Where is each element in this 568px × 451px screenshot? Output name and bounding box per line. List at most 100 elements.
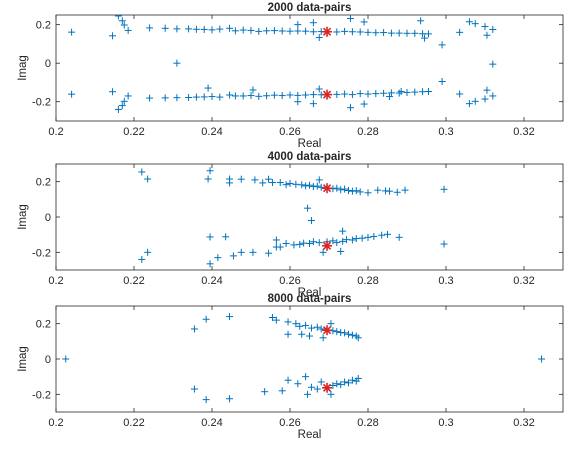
data-point-plus xyxy=(144,175,152,183)
data-point-plus xyxy=(282,181,290,189)
data-point-star xyxy=(322,89,333,100)
data-point-plus xyxy=(337,247,345,255)
data-point-plus xyxy=(307,383,315,391)
data-point-plus xyxy=(483,31,491,39)
data-point-plus xyxy=(348,91,356,99)
x-axis-label: Real xyxy=(298,138,322,150)
data-point-plus xyxy=(200,93,208,101)
x-tick-label: 0.22 xyxy=(123,126,144,138)
data-point-plus xyxy=(356,28,364,36)
data-point-star xyxy=(322,26,333,37)
data-point-plus xyxy=(306,332,313,340)
data-point-plus xyxy=(237,248,245,256)
data-point-plus xyxy=(146,24,154,32)
x-tick-label: 0.3 xyxy=(438,275,453,287)
data-point-plus xyxy=(226,313,234,321)
data-point-plus xyxy=(294,21,302,29)
data-point-plus xyxy=(302,27,310,35)
x-tick-label: 0.24 xyxy=(201,417,222,429)
data-point-plus xyxy=(313,182,321,190)
data-point-plus xyxy=(296,322,304,330)
subplot-title: 4000 data-pairs xyxy=(268,151,352,163)
data-point-plus xyxy=(62,355,70,363)
data-point-plus xyxy=(364,189,372,197)
data-point-plus xyxy=(358,234,366,242)
data-point-plus xyxy=(247,92,255,100)
x-axis-label: Real xyxy=(298,429,322,441)
data-point-plus xyxy=(339,237,347,245)
data-point-plus xyxy=(333,90,341,98)
data-point-plus xyxy=(309,28,317,36)
x-tick-label: 0.22 xyxy=(123,275,144,287)
data-point-plus xyxy=(481,95,489,103)
data-point-plus xyxy=(202,396,210,404)
data-point-plus xyxy=(348,28,356,36)
data-point-plus xyxy=(337,186,345,194)
data-point-plus xyxy=(421,34,429,42)
data-point-plus xyxy=(263,27,271,35)
data-point-plus xyxy=(68,28,76,36)
data-point-plus xyxy=(374,186,382,194)
data-point-plus xyxy=(329,237,337,245)
data-point-plus xyxy=(471,20,479,28)
data-point-plus xyxy=(265,249,273,257)
data-point-plus xyxy=(317,325,325,333)
data-point-plus xyxy=(278,27,286,35)
data-point-plus xyxy=(360,18,368,26)
data-point-plus xyxy=(206,260,214,268)
x-tick-label: 0.22 xyxy=(123,417,144,429)
data-point-plus xyxy=(226,395,234,403)
subplot-2: 0.2 0.22 0.24 0.26 0.28 0.3 0.32 -0.2 0 0.2 4000 d… xyxy=(17,151,564,299)
data-point-plus xyxy=(272,236,280,244)
data-point-plus xyxy=(298,330,306,338)
subplot-title: 2000 data-pairs xyxy=(268,2,352,14)
data-point-plus xyxy=(206,167,214,175)
markers xyxy=(138,167,448,268)
data-point-plus xyxy=(345,187,352,194)
data-point-plus xyxy=(302,373,310,381)
data-point-plus xyxy=(341,90,349,98)
x-tick-label: 0.3 xyxy=(438,417,453,429)
data-point-plus xyxy=(200,25,208,33)
data-point-plus xyxy=(270,27,278,35)
data-point-plus xyxy=(346,15,354,22)
data-point-plus xyxy=(173,94,181,102)
data-point-plus xyxy=(247,26,255,34)
x-tick-label: 0.2 xyxy=(48,275,63,287)
data-point-plus xyxy=(465,18,473,26)
data-point-plus xyxy=(317,183,325,191)
data-point-plus xyxy=(229,252,237,260)
plot-area-frame xyxy=(55,305,564,413)
data-point-plus xyxy=(192,25,200,33)
data-point-plus xyxy=(216,25,224,33)
data-point-plus xyxy=(124,26,132,34)
data-point-plus xyxy=(276,243,284,251)
data-point-plus xyxy=(360,100,368,108)
data-point-plus xyxy=(270,91,278,99)
data-point-plus xyxy=(268,313,276,321)
data-point-plus xyxy=(237,175,245,183)
data-point-plus xyxy=(296,240,304,248)
data-point-plus xyxy=(456,90,464,98)
data-point-plus xyxy=(333,239,341,247)
data-point-plus xyxy=(348,376,356,384)
data-point-plus xyxy=(489,60,497,68)
data-point-plus xyxy=(292,180,300,188)
x-tick-label: 0.28 xyxy=(357,275,378,287)
data-point-plus xyxy=(393,188,401,196)
data-point-plus xyxy=(380,29,388,37)
x-tick-label: 0.24 xyxy=(201,275,222,287)
data-point-plus xyxy=(226,24,234,32)
data-point-plus xyxy=(263,92,271,100)
data-point-plus xyxy=(372,90,380,98)
data-point-plus xyxy=(304,390,312,398)
data-point-plus xyxy=(300,239,308,247)
data-point-plus xyxy=(309,100,317,108)
data-point-star xyxy=(322,325,333,336)
data-point-plus xyxy=(456,28,464,36)
plot-area-frame xyxy=(55,14,564,122)
data-point-plus xyxy=(286,91,294,99)
data-point-plus xyxy=(348,187,356,195)
data-point-plus xyxy=(302,91,310,99)
